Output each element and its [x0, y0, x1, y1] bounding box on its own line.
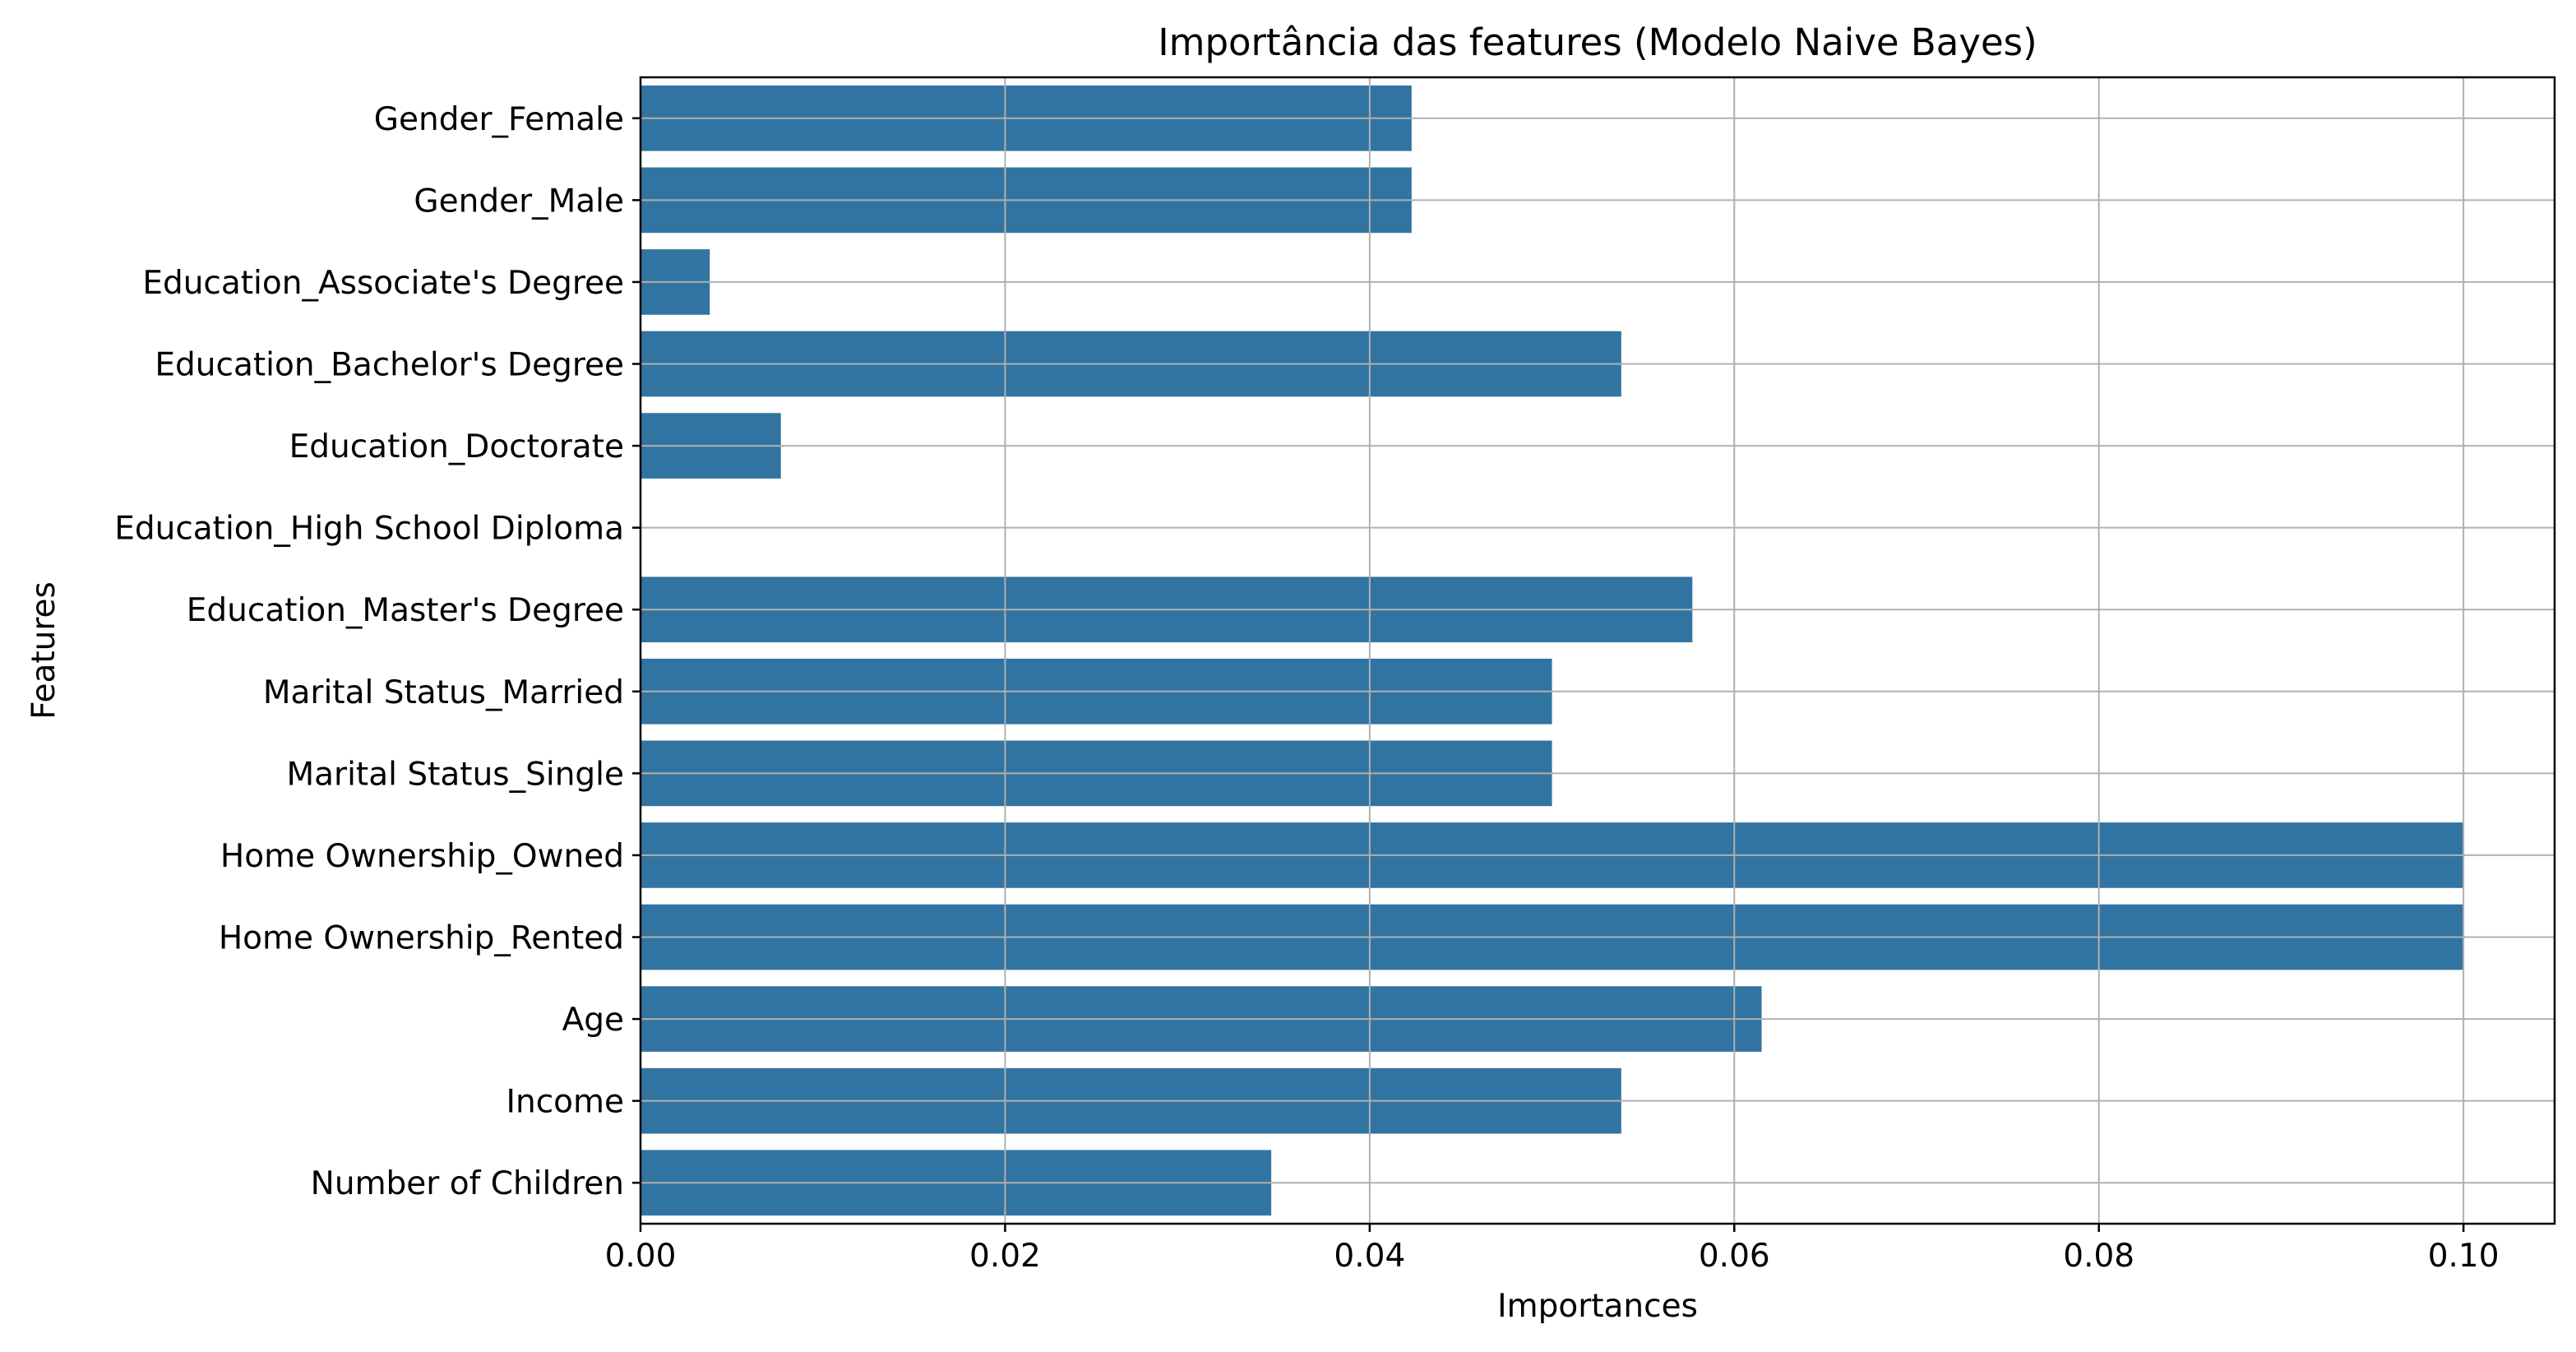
x-tick-label: 0.08 [2063, 1238, 2134, 1275]
chart-title: Importância das features (Modelo Naive B… [1158, 21, 2037, 64]
x-axis-ticks: 0.00 0.02 0.04 0.06 0.08 0.10 [605, 1224, 2500, 1275]
plot-frame [639, 76, 2556, 1225]
y-tick-label: Education_Associate's Degree [142, 265, 624, 302]
y-tick-label: Number of Children [311, 1165, 624, 1202]
y-tick-label: Education_High School Diploma [114, 511, 624, 548]
y-tick-label: Home Ownership_Rented [219, 920, 624, 957]
y-tick-label: Income [506, 1084, 624, 1121]
x-tick-label: 0.00 [605, 1238, 677, 1275]
y-tick-label: Education_Master's Degree [187, 592, 624, 629]
y-tick-label: Marital Status_Single [286, 756, 624, 793]
y-tick-label: Marital Status_Married [263, 674, 624, 711]
x-tick-label: 0.10 [2428, 1238, 2500, 1275]
y-tick-label: Education_Bachelor's Degree [155, 347, 624, 384]
y-axis-ticks: Gender_Female Gender_Male Education_Associ… [114, 101, 641, 1202]
x-tick-label: 0.04 [1334, 1238, 1405, 1275]
x-axis-label: Importances [1497, 1288, 1698, 1325]
y-tick-label: Age [562, 1002, 624, 1039]
y-tick-label: Gender_Female [374, 101, 624, 138]
y-tick-label: Gender_Male [414, 183, 624, 220]
y-axis-label: Features [25, 581, 62, 720]
x-tick-label: 0.06 [1699, 1238, 1770, 1275]
y-tick-label: Education_Doctorate [289, 428, 624, 465]
grid-layer [640, 77, 2555, 1224]
x-tick-label: 0.02 [969, 1238, 1041, 1275]
y-tick-label: Home Ownership_Owned [220, 838, 624, 875]
